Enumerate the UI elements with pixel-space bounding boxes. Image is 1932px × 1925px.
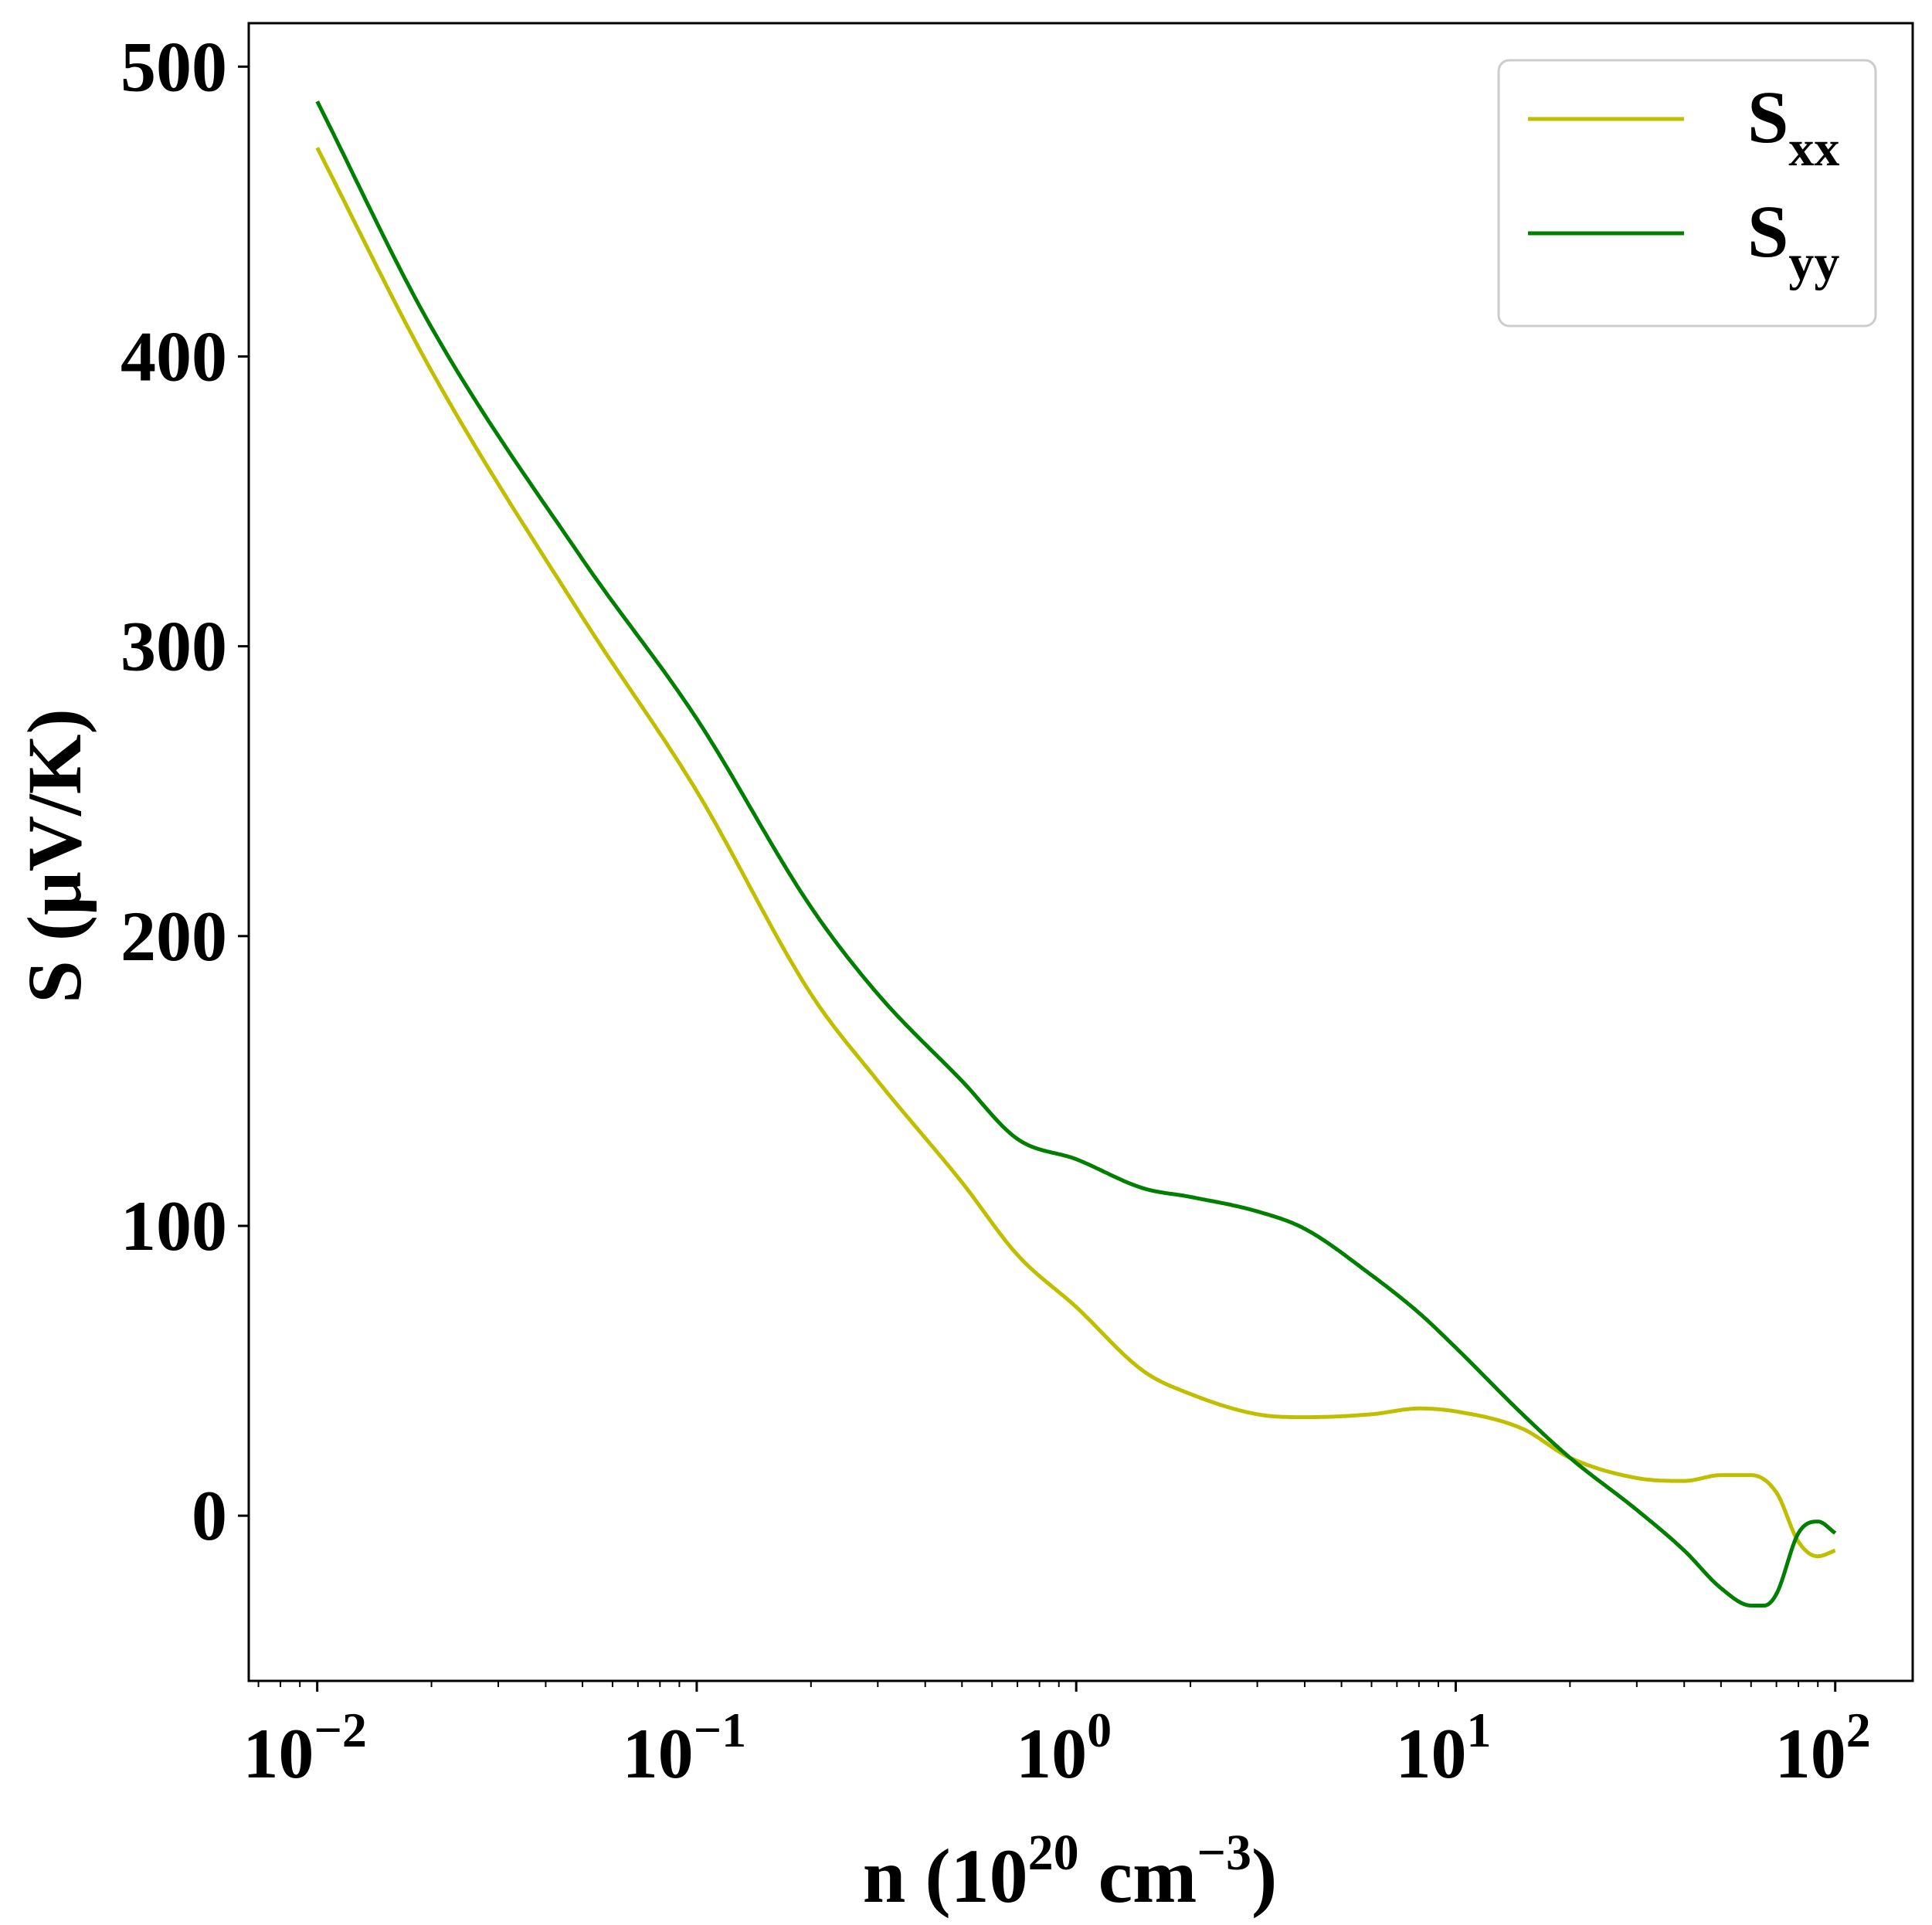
x-axis-label-base: n (10 — [863, 1833, 1028, 1919]
legend-box — [1497, 59, 1877, 328]
legend-entries: Sxx Syy — [1528, 76, 1839, 291]
x-axis-label-exp1: 20 — [1028, 1825, 1079, 1881]
labels-layer: n (1020 cm−3) S (μV/K) — [12, 708, 1277, 1919]
legend-label: Syy — [1747, 190, 1839, 291]
x-axis-label-end: ) — [1251, 1833, 1277, 1919]
y-axis-label: S (μV/K) — [12, 708, 97, 1003]
y-tick-label: 100 — [121, 1187, 227, 1265]
y-tick-label: 200 — [121, 897, 227, 976]
x-axis-label: n (1020 cm−3) — [863, 1825, 1278, 1919]
series-line-syy — [315, 100, 1837, 1608]
legend: Sxx Syy — [1497, 59, 1877, 328]
plot-frame — [247, 22, 1914, 1682]
y-tick-label: 400 — [121, 317, 227, 396]
legend-entry-sxx: Sxx — [1528, 76, 1839, 177]
x-tick-label: 101 — [1395, 1703, 1491, 1793]
series-line-sxx — [315, 147, 1837, 1559]
ticks-layer: 0 100 200 300 400 500 10−2 10−1 100 101 102 — [121, 27, 1871, 1793]
y-tick-label: 500 — [121, 27, 227, 106]
x-tick-label: 102 — [1775, 1703, 1871, 1793]
x-tick-label: 10−1 — [623, 1703, 746, 1793]
series-layer — [315, 100, 1837, 1608]
x-axis-label-unit: cm — [1079, 1833, 1197, 1919]
y-tick-label: 300 — [121, 607, 227, 686]
legend-label: Sxx — [1747, 76, 1839, 177]
x-axis-label-exp2: −3 — [1197, 1825, 1251, 1881]
x-tick-label: 10−2 — [243, 1703, 366, 1793]
y-tick-label: 0 — [192, 1476, 227, 1555]
legend-entry-syy: Syy — [1528, 190, 1839, 291]
x-tick-label: 100 — [1016, 1703, 1112, 1793]
